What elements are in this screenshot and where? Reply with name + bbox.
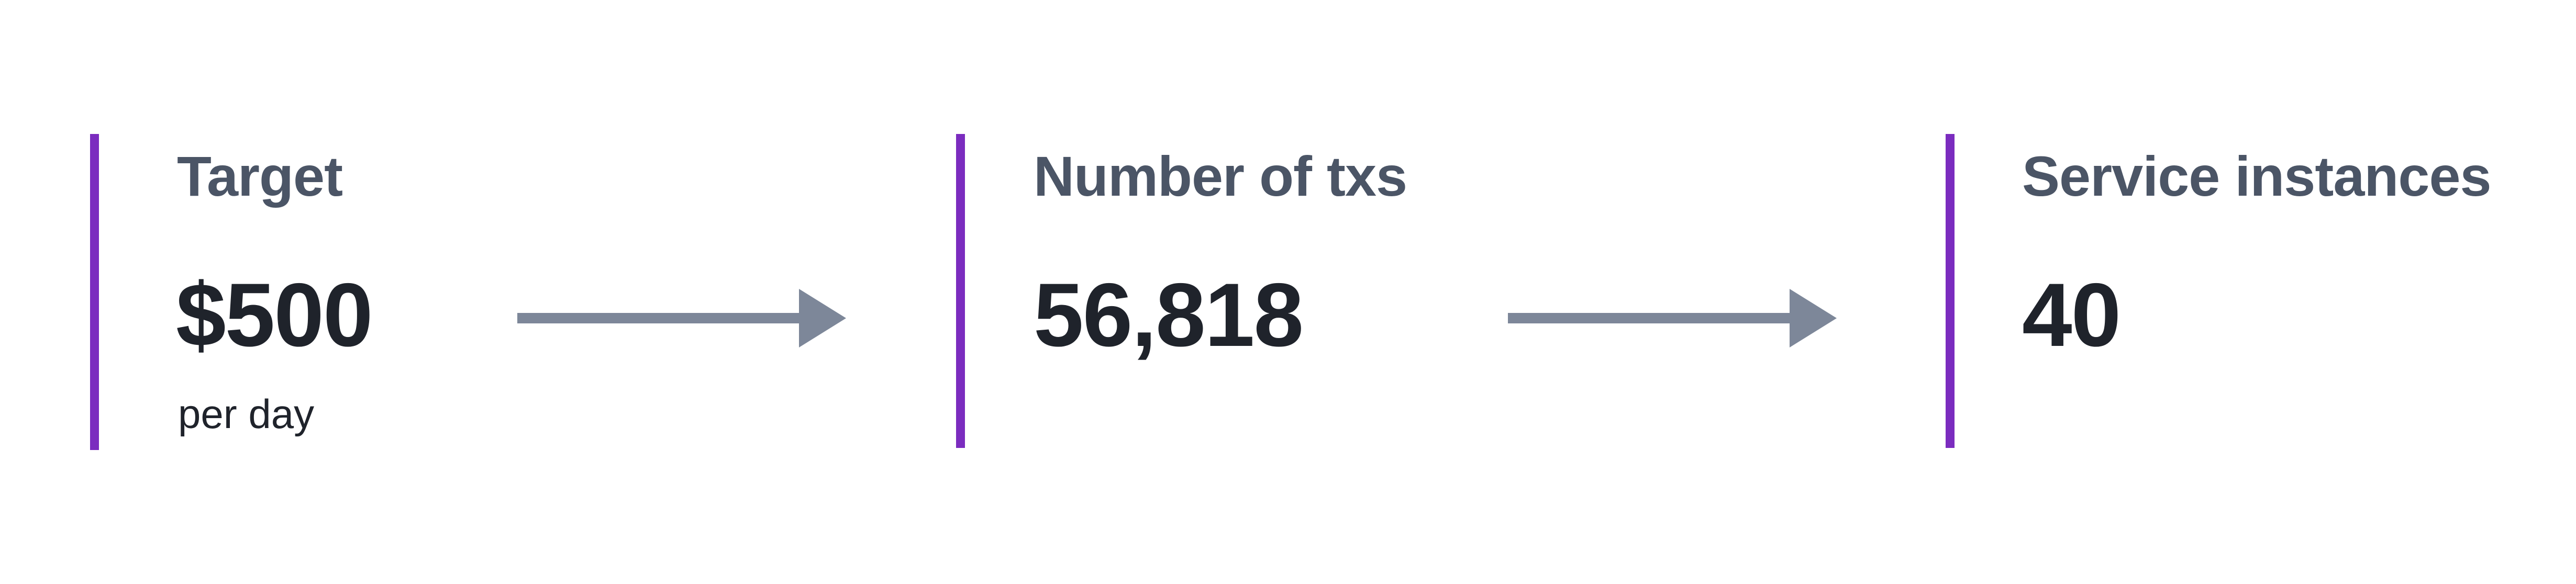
- metric-value: 56,818: [1034, 265, 1304, 365]
- metric-value: 40: [2022, 265, 2121, 365]
- metric-number-of-txs: Number of txs 56,818: [956, 134, 1584, 448]
- metric-service-instances: Service instances 40: [1946, 134, 2574, 448]
- accent-bar: [956, 134, 965, 448]
- metric-unit: per day: [178, 391, 315, 437]
- metric-label: Service instances: [2022, 144, 2492, 208]
- metric-label: Number of txs: [1034, 144, 1407, 208]
- accent-bar: [90, 134, 99, 450]
- metric-value: $500: [176, 265, 373, 365]
- arrow-right-icon: [1508, 289, 1837, 347]
- metric-target: Target $500 per day: [90, 134, 614, 450]
- accent-bar: [1946, 134, 1955, 448]
- arrow-right-icon: [517, 289, 846, 347]
- metric-label: Target: [177, 144, 343, 208]
